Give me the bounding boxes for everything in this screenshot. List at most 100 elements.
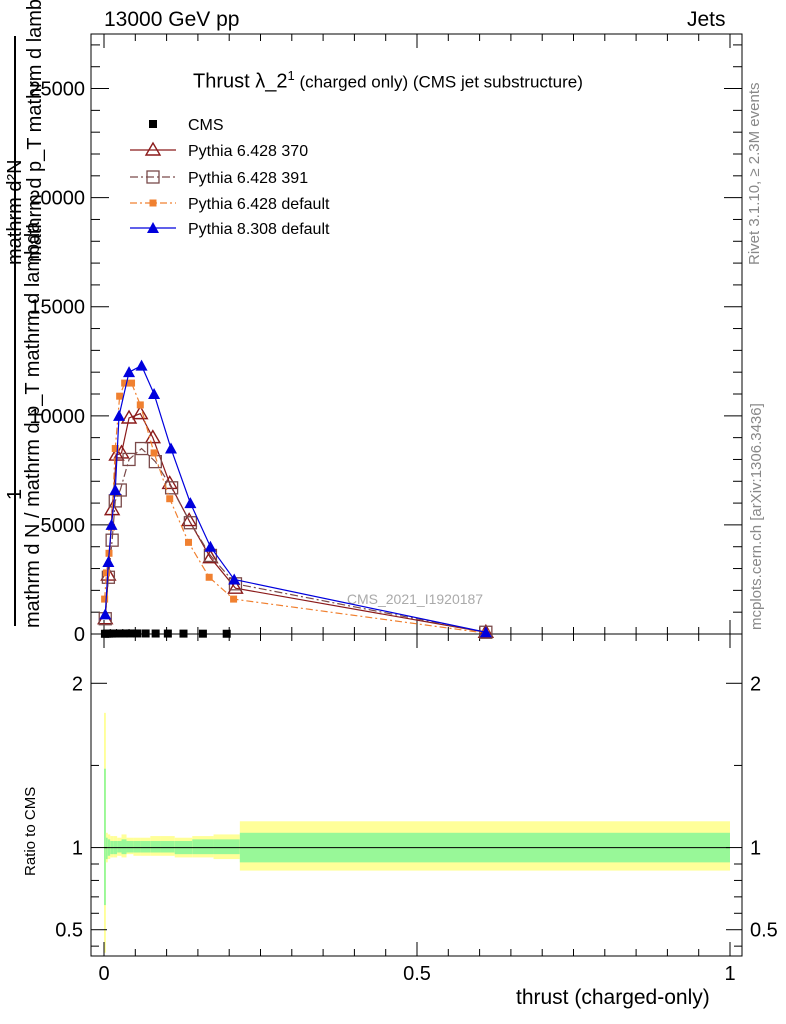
data-point — [120, 629, 129, 638]
data-point — [141, 629, 150, 638]
mcplots-label: mcplots.cern.ch [arXiv:1306.3436] — [748, 403, 765, 630]
legend-marker — [144, 141, 162, 156]
chart-title: Thrust λ_21 (charged only) (CMS jet subs… — [193, 68, 583, 94]
ratio-y-label: Ratio to CMS — [22, 786, 39, 876]
data-point — [105, 518, 118, 530]
data-point — [101, 595, 109, 603]
ratio-plot-frame — [90, 633, 743, 957]
legend-label: Pythia 6.428 391 — [188, 170, 308, 187]
data-point — [184, 497, 197, 509]
data-point — [228, 573, 241, 585]
header-right: Jets — [687, 8, 726, 31]
series-line — [104, 382, 486, 634]
ratio-band-inner — [105, 837, 108, 860]
ratio-band-inner — [133, 841, 141, 853]
data-point — [204, 540, 217, 552]
data-point — [128, 379, 136, 387]
data-point — [125, 629, 134, 638]
data-point — [166, 495, 174, 503]
data-point — [134, 441, 149, 456]
legend-label: Pythia 6.428 370 — [188, 143, 308, 160]
series-line — [104, 447, 486, 633]
ratio-band-inner — [117, 841, 122, 853]
legend-marker — [149, 199, 157, 207]
legend-marker — [147, 222, 159, 233]
watermark-text: CMS_2021_I1920187 — [347, 591, 483, 607]
data-point — [99, 608, 112, 620]
data-point — [120, 409, 138, 424]
data-point — [116, 392, 124, 400]
ratio-band-inner — [126, 841, 134, 853]
ratio-band-inner — [140, 841, 151, 853]
data-point — [198, 629, 207, 638]
data-point — [151, 629, 160, 638]
y-tick-label: 25000 — [29, 79, 85, 101]
legend-marker — [149, 120, 157, 128]
data-point — [148, 388, 161, 399]
ratio-band-inner — [121, 839, 127, 855]
title-rest: (charged only) (CMS jet substructure) — [294, 72, 583, 92]
data-point — [102, 556, 115, 567]
data-point — [163, 629, 172, 638]
legend-marker — [146, 170, 160, 184]
data-point — [179, 629, 188, 638]
data-point — [123, 366, 136, 378]
ratio-y-tick-label-left: 0.5 — [55, 920, 83, 942]
title-superscript: 1 — [287, 68, 295, 83]
data-point — [230, 595, 238, 603]
y-axis-fraction-bar — [14, 36, 16, 626]
y-tick-label: 5000 — [41, 515, 86, 537]
data-point — [109, 484, 122, 495]
x-tick-label: 0.5 — [403, 963, 431, 985]
y-tick-label: 0 — [74, 624, 85, 646]
header-left: 13000 GeV pp — [104, 8, 240, 31]
data-point — [121, 379, 129, 387]
ratio-y-tick-label-right: 0.5 — [750, 920, 778, 942]
data-point — [180, 512, 198, 527]
ratio-band-inner — [192, 839, 214, 855]
data-point — [150, 449, 158, 457]
y-tick-label: 20000 — [29, 188, 85, 210]
legend-label: CMS — [188, 117, 224, 134]
data-point — [122, 452, 136, 467]
data-point — [205, 573, 213, 581]
data-point — [227, 579, 244, 594]
legend-label: Pythia 6.428 default — [188, 196, 330, 213]
data-point — [132, 405, 149, 420]
ratio-band-inner — [104, 768, 106, 906]
rivet-version-label: Rivet 3.1.10, ≥ 2.3M events — [746, 82, 763, 266]
series-line — [104, 412, 486, 633]
data-point — [133, 629, 142, 638]
data-point — [479, 626, 492, 638]
data-point — [103, 569, 111, 577]
ratio-y-tick-label-left: 1 — [72, 838, 83, 860]
ratio-y-tick-label-right: 1 — [750, 838, 761, 860]
data-point — [111, 629, 120, 638]
x-axis-label: thrust (charged-only) — [516, 986, 710, 1009]
data-point — [111, 445, 119, 453]
data-point — [222, 629, 231, 638]
ratio-band-inner — [150, 841, 161, 853]
x-tick-label: 1 — [724, 963, 735, 985]
data-point — [135, 359, 148, 371]
title-main: Thrust λ_2 — [193, 70, 288, 93]
data-point — [164, 442, 177, 454]
x-tick-label: 0 — [98, 963, 109, 985]
data-point — [136, 401, 144, 409]
y-axis-label-denominator: mathrm d N / mathrm d p_T mathrm d lambd… — [22, 221, 44, 628]
legend-label: Pythia 8.308 default — [188, 221, 330, 238]
data-point — [113, 409, 126, 421]
data-point — [115, 629, 124, 638]
ratio-band-inner — [160, 841, 175, 853]
ratio-y-tick-label-left: 2 — [72, 673, 83, 695]
data-point — [185, 538, 193, 546]
ratio-band-inner — [213, 839, 240, 855]
data-point — [183, 516, 198, 530]
ratio-y-tick-label-right: 2 — [750, 673, 761, 695]
y-tick-label: 15000 — [29, 297, 85, 319]
y-axis-label-numerator-sub: mathrm d p_T mathrm d lambda — [24, 0, 46, 262]
y-tick-label: 10000 — [29, 406, 85, 428]
data-point — [105, 533, 119, 547]
data-point — [202, 549, 219, 564]
